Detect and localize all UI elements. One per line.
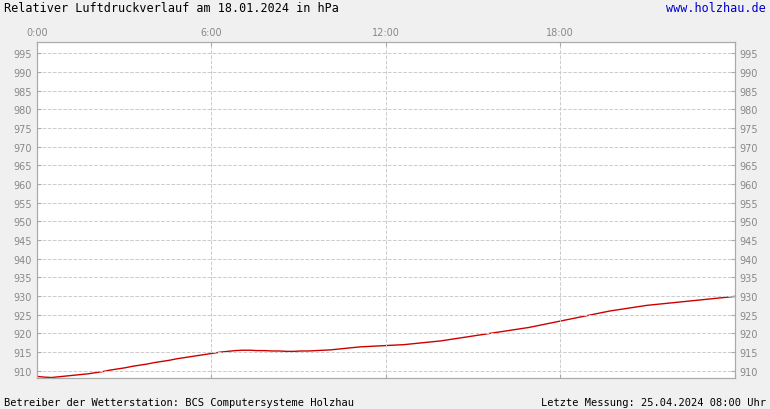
Text: www.holzhau.de: www.holzhau.de [666,2,766,15]
Text: Relativer Luftdruckverlauf am 18.01.2024 in hPa: Relativer Luftdruckverlauf am 18.01.2024… [4,2,339,15]
Text: Betreiber der Wetterstation: BCS Computersysteme Holzhau: Betreiber der Wetterstation: BCS Compute… [4,397,354,407]
Text: Letzte Messung: 25.04.2024 08:00 Uhr: Letzte Messung: 25.04.2024 08:00 Uhr [541,397,766,407]
